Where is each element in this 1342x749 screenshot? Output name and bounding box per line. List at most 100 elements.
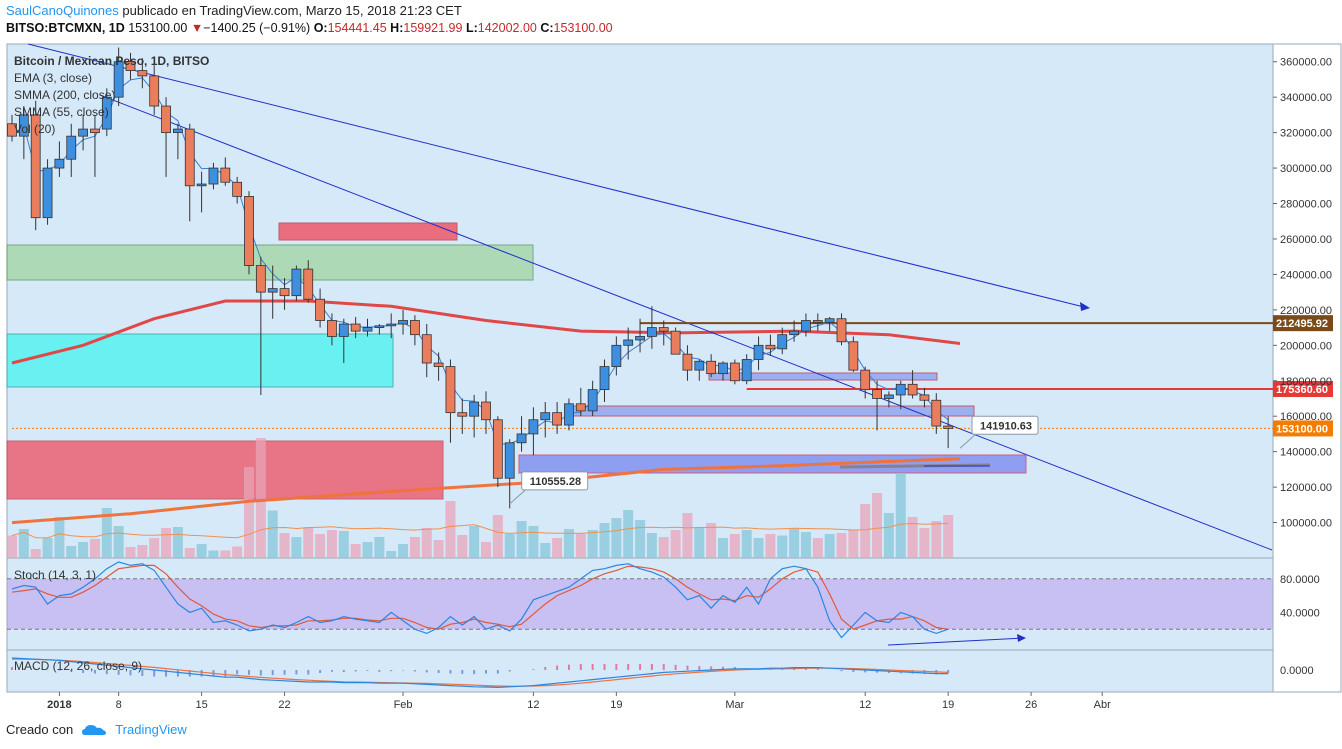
y-tick-label: 360000.00 — [1280, 57, 1332, 69]
callout-pointer — [959, 431, 979, 449]
candle-body — [872, 389, 882, 399]
stoch-k-line — [11, 561, 949, 639]
candle-body — [777, 334, 788, 350]
volume-bar — [255, 438, 266, 558]
candle-body — [907, 383, 918, 396]
volume-bar — [848, 530, 859, 558]
volume-bar — [658, 537, 669, 558]
y-tick-label: 340000.00 — [1280, 92, 1332, 104]
tradingview-brand[interactable]: TradingView — [115, 722, 187, 737]
trendline-arrow-icon — [1080, 302, 1090, 311]
candle-body — [682, 353, 693, 371]
volume-bar — [137, 545, 148, 558]
candle-body — [623, 339, 634, 346]
candle-body — [528, 419, 539, 435]
volume-bar — [315, 534, 326, 558]
y-tick-label: 280000.00 — [1280, 199, 1332, 211]
x-tick-label: 15 — [195, 699, 207, 711]
candle-body — [291, 268, 302, 297]
support-zone-cyan — [6, 333, 394, 388]
volume-bar — [860, 504, 871, 558]
level-label: 153100.00 — [1276, 423, 1328, 435]
candle-body — [398, 320, 408, 325]
volume-bar — [623, 510, 634, 558]
ohlc-bar: BITSO:BTCMXN, 1D 153100.00 ▼−1400.25 (−0… — [6, 21, 613, 35]
candle-body — [54, 158, 65, 169]
volume-bar — [208, 550, 219, 558]
last-price: 153100.00 — [128, 21, 188, 35]
smma-grey-line — [839, 463, 991, 469]
volume-bar — [753, 538, 764, 558]
candle-body — [113, 61, 124, 98]
candle-body — [7, 123, 17, 137]
candle-body — [729, 362, 740, 382]
candle-body — [161, 105, 171, 134]
volume-bar — [729, 534, 740, 558]
volume-bar — [267, 510, 278, 558]
candle-body — [658, 327, 669, 332]
candle-body — [694, 360, 705, 371]
volume-bar — [563, 529, 574, 558]
candle-body — [943, 425, 954, 429]
low-value: 142002.00 — [477, 21, 537, 35]
candle-body — [78, 128, 88, 137]
support-box-blue — [518, 454, 1027, 474]
candle-body — [812, 320, 823, 323]
candle-body — [66, 135, 77, 160]
volume-bar — [540, 543, 551, 558]
candle-body — [492, 419, 503, 479]
volume-bar — [18, 529, 29, 558]
stoch-divergence-line — [887, 637, 1025, 646]
candle-body — [824, 318, 835, 323]
candle-body — [919, 394, 930, 401]
stoch-d-line — [11, 564, 949, 630]
volume-bar — [943, 515, 954, 558]
volume-bar — [101, 508, 112, 558]
open-label: O: — [313, 21, 328, 35]
candle-body — [884, 394, 894, 399]
x-tick-label: 26 — [1025, 699, 1037, 711]
candle-body — [172, 128, 183, 134]
candle-body — [409, 320, 420, 336]
volume-bar — [457, 535, 468, 558]
volume-bar — [125, 547, 136, 558]
high-value: 159921.99 — [403, 21, 463, 35]
high-label: H: — [390, 21, 404, 35]
volume-bar — [469, 526, 480, 558]
change-value: −1400.25 (−0.91%) — [203, 21, 311, 35]
volume-bar — [528, 526, 539, 558]
volume-bar — [599, 523, 610, 558]
close-label: C: — [540, 21, 554, 35]
candle-body — [587, 389, 598, 412]
volume-bar — [919, 528, 930, 558]
volume-bar — [184, 548, 195, 558]
volume-bar — [504, 534, 515, 558]
candle-body — [741, 359, 752, 382]
stoch-tick-label: 40.0000 — [1280, 607, 1320, 619]
candle-body — [149, 75, 160, 107]
open-value: 154441.45 — [327, 21, 387, 35]
volume-bar — [635, 520, 646, 558]
indicator-label: Vol (20) — [14, 122, 55, 136]
volume-bar — [196, 544, 207, 558]
author-link[interactable]: SaulCanoQuinones — [6, 3, 119, 18]
candle-body — [338, 323, 349, 337]
created-with-text: Creado con — [6, 722, 74, 737]
publish-text: publicado en TradingView.com, Marzo 15, … — [122, 3, 462, 18]
candle-body — [374, 325, 385, 328]
candle-body — [848, 341, 859, 371]
candle-body — [611, 344, 622, 367]
y-tick-label: 100000.00 — [1280, 518, 1332, 530]
candle-body — [895, 383, 906, 396]
volume-bar — [552, 538, 563, 558]
volume-bar — [481, 542, 491, 558]
volume-bar — [646, 533, 657, 558]
candle-body — [540, 412, 551, 421]
volume-bar — [492, 515, 503, 558]
volume-bar — [66, 546, 77, 558]
candle-body — [836, 318, 847, 343]
x-tick-label: Mar — [725, 699, 744, 711]
candle-body — [670, 330, 681, 355]
candle-body — [481, 401, 491, 421]
